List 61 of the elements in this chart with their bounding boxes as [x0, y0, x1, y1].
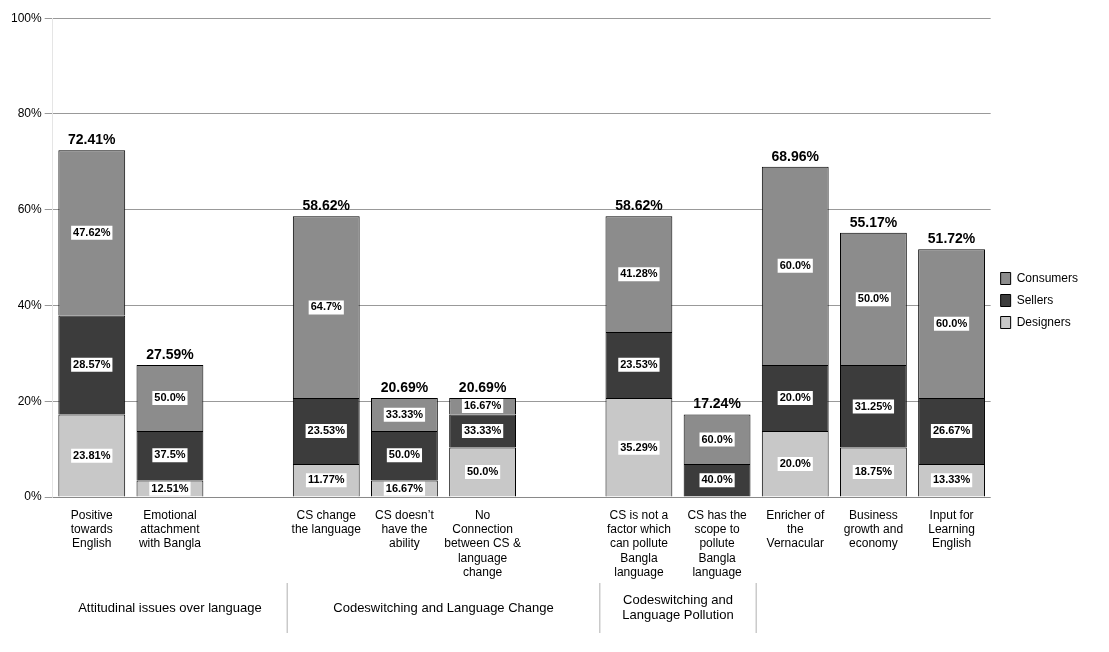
x-tick-label: CS doesn’t have the ability [375, 507, 435, 551]
annotation: 50.0% [857, 292, 890, 305]
total-label: 20.69% [458, 378, 507, 395]
total-label: 55.17% [849, 213, 898, 230]
annotation: 50.0% [388, 448, 421, 461]
total-label: 58.62% [615, 197, 664, 214]
annotation: 41.28% [620, 267, 658, 280]
annotation: 16.67% [385, 481, 424, 494]
total-label: 51.72% [927, 230, 976, 247]
annotation: 23.53% [307, 423, 346, 436]
annotation: 12.51% [151, 481, 189, 494]
x-tick-label: CS has the scope to pollute Bangla language [687, 507, 748, 580]
total-label: 72.41% [68, 131, 117, 148]
annotation: 37.5% [154, 448, 186, 461]
y-tick-label: 0% [24, 489, 43, 504]
x-tick-label: Emotional attachment with Bangla [137, 507, 202, 551]
legend-label: Consumers [1016, 270, 1079, 285]
annotation: 60.0% [935, 316, 968, 329]
annotation: 23.81% [73, 448, 111, 461]
annotation: 33.33% [463, 423, 502, 436]
x-tick-label: No Connection between CS & language change [444, 507, 521, 580]
annotation: 33.33% [385, 407, 424, 420]
total-label: 20.69% [380, 378, 429, 395]
annotation: 13.33% [932, 473, 971, 486]
x-tick-label: Business growth and economy [843, 507, 904, 551]
annotation: 23.53% [620, 357, 658, 370]
y-tick-label: 40% [17, 297, 43, 312]
text: Codeswitching and Language Change [333, 599, 554, 615]
total-label: 68.96% [771, 147, 820, 164]
y-tick-label: 100% [10, 10, 43, 25]
annotation: 50.0% [466, 465, 499, 478]
legend-label: Designers [1016, 314, 1071, 329]
annotation: 60.0% [701, 432, 733, 445]
annotation: 16.67% [463, 399, 502, 412]
annotation: 26.67% [932, 423, 971, 436]
annotation: 64.7% [310, 300, 343, 313]
annotation: 11.77% [307, 473, 345, 486]
annotation: 40.0% [701, 473, 733, 486]
y-tick-label: 60% [17, 202, 43, 217]
text: Codeswitching and Language Pollution [622, 592, 734, 623]
annotation: 60.0% [779, 258, 812, 271]
y-tick-label: 80% [17, 106, 43, 121]
total-label: 17.24% [693, 395, 742, 412]
annotation: 20.0% [779, 456, 812, 469]
annotation: 20.0% [779, 390, 812, 403]
annotation: 50.0% [154, 390, 186, 403]
annotation: 35.29% [620, 440, 658, 453]
x-tick-label: CS is not a factor which can pollute Bangla language [606, 507, 671, 580]
x-tick-label: CS change the language [291, 507, 362, 536]
total-label: 27.59% [146, 345, 195, 362]
annotation: 18.75% [854, 465, 893, 478]
annotation: 28.57% [73, 357, 111, 370]
y-tick-label: 20% [17, 393, 43, 408]
x-tick-label: Positive towards English [70, 507, 114, 551]
annotation: 31.25% [854, 399, 893, 412]
text: Attitudinal issues over language [78, 599, 262, 615]
x-tick-label: Enricher of the Vernacular [766, 507, 825, 551]
annotation: 47.62% [73, 225, 111, 238]
total-label: 58.62% [302, 197, 351, 214]
legend-label: Sellers [1016, 292, 1054, 307]
x-tick-label: Input for Learning English [928, 507, 975, 551]
